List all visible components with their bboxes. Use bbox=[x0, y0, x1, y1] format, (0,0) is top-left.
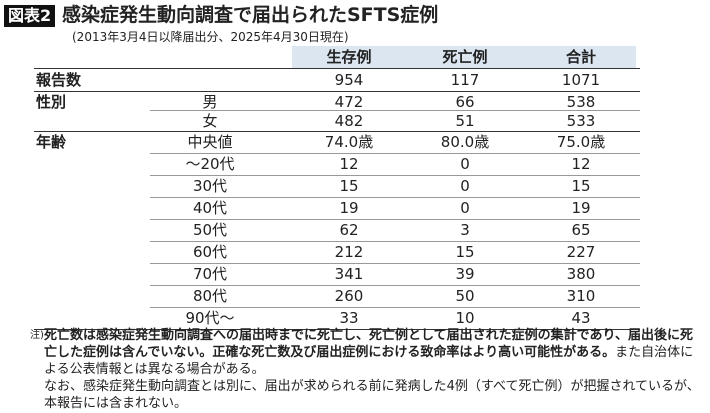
header-bg bbox=[292, 46, 636, 68]
cell-value: 0 bbox=[460, 155, 470, 173]
cell-value: 341 bbox=[334, 265, 364, 283]
row-rule bbox=[150, 285, 640, 286]
row-group: 年齢 bbox=[36, 133, 67, 151]
cell-value: 43 bbox=[571, 309, 591, 327]
row-label: 60代 bbox=[192, 243, 228, 261]
note-marker: 注) bbox=[30, 330, 44, 341]
column-header: 生存例 bbox=[326, 48, 372, 66]
row-group: 性別 bbox=[36, 93, 67, 111]
row-label: 80代 bbox=[192, 287, 228, 305]
row-rule bbox=[150, 153, 640, 154]
column-header: 合計 bbox=[565, 48, 596, 66]
cell-value: 533 bbox=[566, 112, 596, 130]
row-rule bbox=[150, 197, 640, 198]
figure-badge: 図表2 bbox=[4, 5, 56, 27]
cell-value: 117 bbox=[450, 71, 480, 89]
cell-value: 50 bbox=[455, 287, 475, 305]
row-rule bbox=[150, 110, 640, 111]
cell-value: 212 bbox=[334, 243, 364, 261]
cell-value: 472 bbox=[334, 93, 364, 111]
subtitle: (2013年3月4日以降届出分、2025年4月30日現在) bbox=[72, 30, 349, 44]
row-rule bbox=[150, 241, 640, 242]
row-rule bbox=[34, 131, 640, 132]
cell-value: 380 bbox=[566, 265, 596, 283]
cell-value: 538 bbox=[566, 93, 596, 111]
row-label: 70代 bbox=[192, 265, 228, 283]
row-rule bbox=[150, 263, 640, 264]
row-label: 男 bbox=[202, 93, 218, 111]
row-label: 女 bbox=[202, 112, 218, 130]
cell-value: 51 bbox=[455, 112, 475, 130]
row-rule bbox=[150, 307, 640, 308]
cell-value: 3 bbox=[460, 221, 470, 239]
cell-value: 62 bbox=[339, 221, 359, 239]
cell-value: 74.0歳 bbox=[324, 133, 374, 151]
cell-value: 10 bbox=[455, 309, 475, 327]
row-label: 40代 bbox=[192, 199, 228, 217]
row-label: 90代～ bbox=[185, 309, 235, 327]
row-rule bbox=[34, 329, 640, 330]
cell-value: 260 bbox=[334, 287, 364, 305]
cell-value: 19 bbox=[339, 199, 359, 217]
cell-value: 954 bbox=[334, 71, 364, 89]
cell-value: 33 bbox=[339, 309, 359, 327]
cell-value: 65 bbox=[571, 221, 591, 239]
row-rule bbox=[150, 175, 640, 176]
header-rule bbox=[34, 68, 640, 69]
cell-value: 0 bbox=[460, 199, 470, 217]
column-header: 死亡例 bbox=[442, 48, 488, 66]
row-group: 報告数 bbox=[36, 71, 82, 89]
cell-value: 310 bbox=[566, 287, 596, 305]
row-rule bbox=[150, 219, 640, 220]
title: 感染症発生動向調査で届出られたSFTS症例 bbox=[62, 4, 439, 26]
cell-value: 12 bbox=[339, 155, 359, 173]
cell-value: 15 bbox=[455, 243, 475, 261]
cell-value: 15 bbox=[571, 177, 591, 195]
footnote: 注) 死亡数は感染症発生動向調査への届出時までに死亡し、死亡例として届出された症… bbox=[30, 327, 700, 412]
row-rule bbox=[34, 91, 640, 92]
cell-value: 0 bbox=[460, 177, 470, 195]
cell-value: 1071 bbox=[561, 71, 601, 89]
note-text: また自治体による公表情報とは異なる場合がある。 bbox=[44, 345, 694, 377]
cell-value: 75.0歳 bbox=[556, 133, 606, 151]
note-bold: 死亡数は感染症発生動向調査への届出時までに死亡し、死亡例として届出された症例の集… bbox=[44, 328, 693, 360]
cell-value: 227 bbox=[566, 243, 596, 261]
cell-value: 12 bbox=[571, 155, 591, 173]
cell-value: 66 bbox=[455, 93, 475, 111]
cell-value: 15 bbox=[339, 177, 359, 195]
row-label: 30代 bbox=[192, 177, 228, 195]
row-label: ～20代 bbox=[185, 155, 235, 173]
cell-value: 482 bbox=[334, 112, 364, 130]
cell-value: 19 bbox=[571, 199, 591, 217]
note-second: なお、感染症発生動向調査とは別に、届出が求められる前に発病した4例（すべて死亡例… bbox=[44, 379, 700, 411]
cell-value: 39 bbox=[455, 265, 475, 283]
row-label: 中央値 bbox=[187, 133, 233, 151]
row-label: 50代 bbox=[192, 221, 228, 239]
cell-value: 80.0歳 bbox=[440, 133, 490, 151]
